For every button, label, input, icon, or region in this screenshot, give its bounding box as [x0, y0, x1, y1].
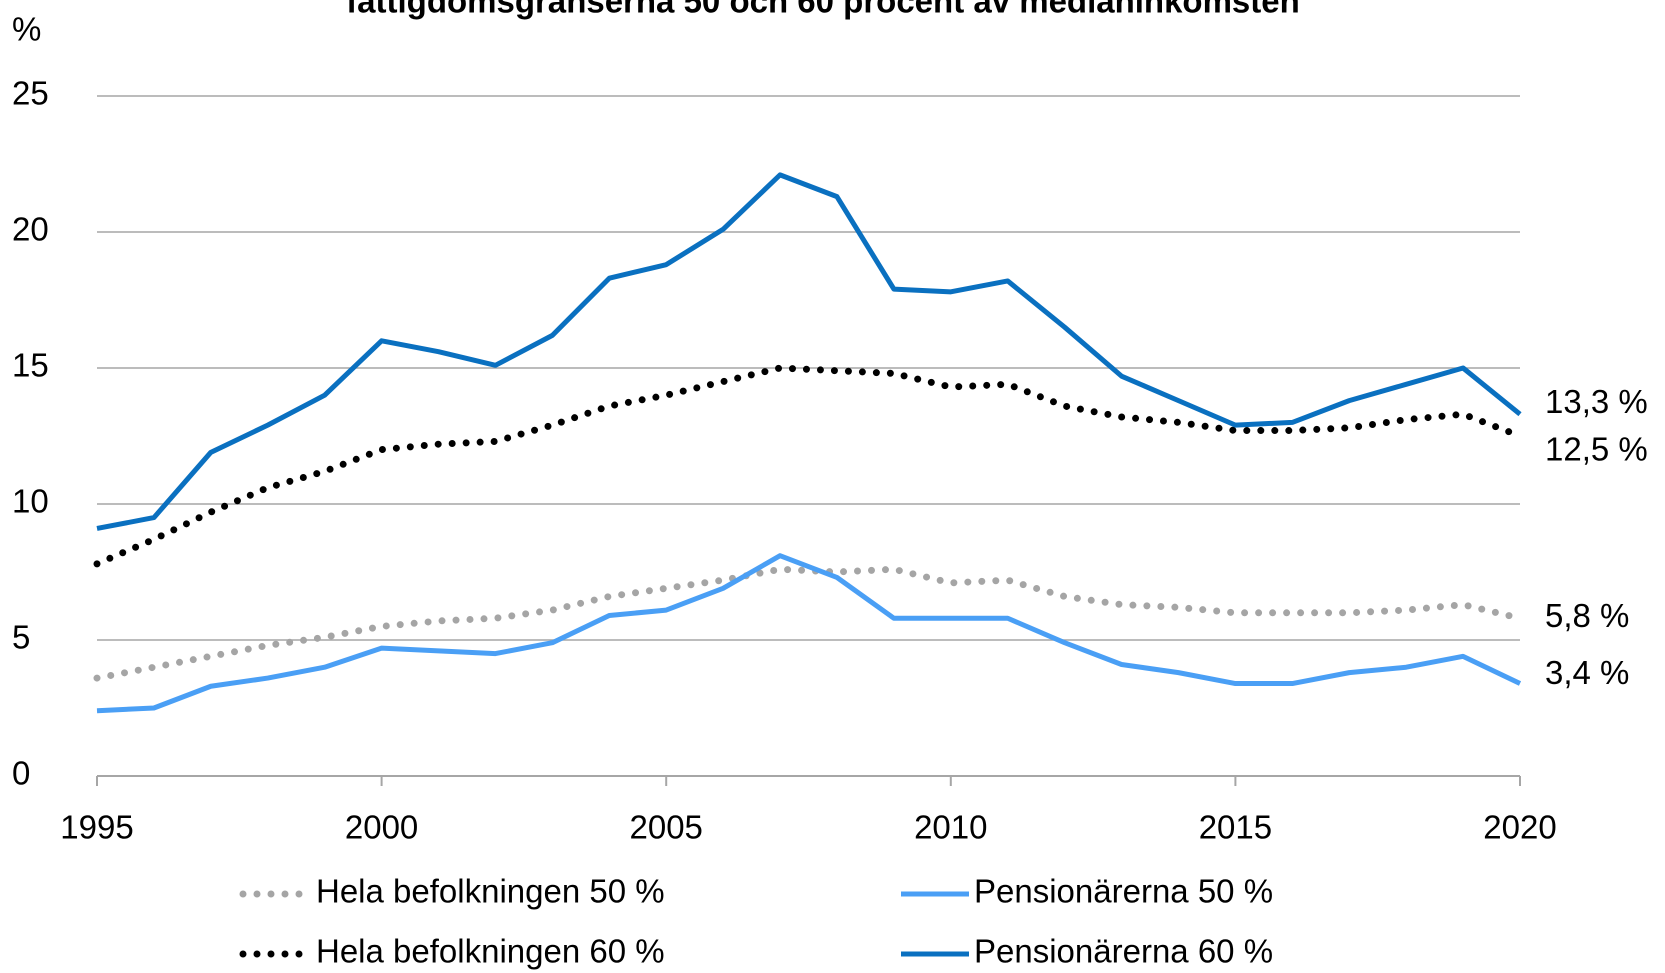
y-tick-label: 5 — [12, 619, 30, 656]
series-line — [93, 364, 1524, 568]
value-label: 3,4 % — [1545, 654, 1629, 691]
x-tick-label: 2005 — [629, 809, 702, 846]
series-line — [96, 553, 1522, 714]
legend-label: Pensionärerna 50 % — [974, 873, 1273, 910]
series-line — [96, 172, 1522, 531]
value-label: 13,3 % — [1545, 383, 1648, 420]
legend-label: Hela befolkningen 60 % — [316, 933, 665, 970]
x-tick-label: 2015 — [1199, 809, 1272, 846]
y-tick-label: 10 — [12, 483, 49, 520]
y-axis-label: % — [12, 11, 41, 48]
y-tick-label: 20 — [12, 211, 49, 248]
x-tick-label: 2010 — [914, 809, 987, 846]
x-tick-label: 2000 — [345, 809, 418, 846]
chart-title: fattigdomsgränserna 50 och 60 procent av… — [346, 0, 1300, 20]
y-tick-label: 0 — [12, 755, 30, 792]
x-tick-label: 2020 — [1483, 809, 1556, 846]
legend-label: Pensionärerna 60 % — [974, 933, 1273, 970]
x-tick-label: 1995 — [60, 809, 133, 846]
value-label: 12,5 % — [1545, 431, 1648, 468]
series-line — [93, 565, 1524, 682]
y-tick-label: 15 — [12, 347, 49, 384]
value-label: 5,8 % — [1545, 597, 1629, 634]
y-tick-label: 25 — [12, 75, 49, 112]
legend-label: Hela befolkningen 50 % — [316, 873, 665, 910]
